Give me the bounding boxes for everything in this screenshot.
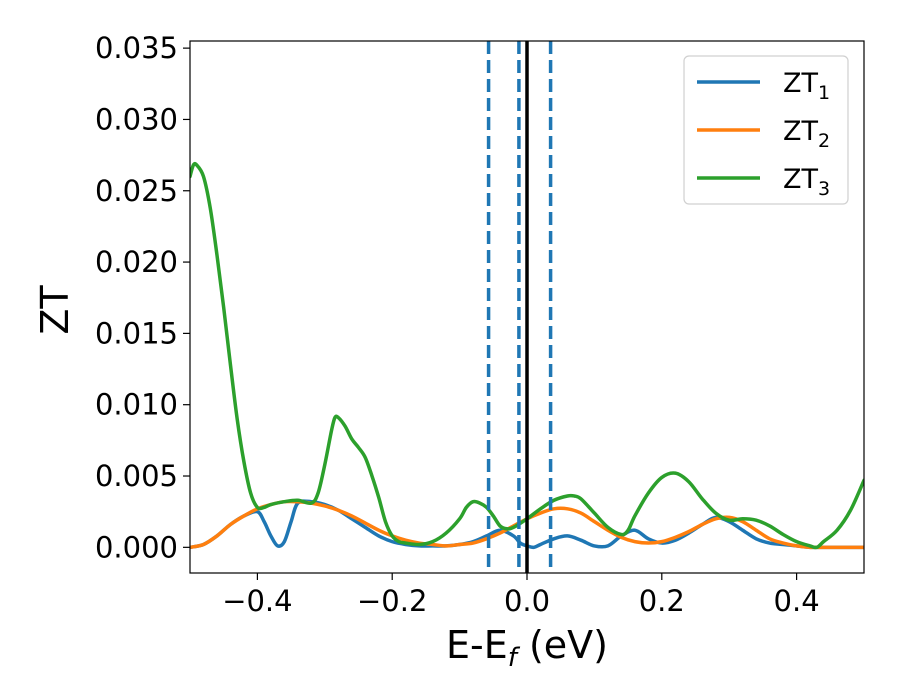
x-axis: −0.4 −0.2 0.0 0.2 0.4 [222,573,820,618]
y-axis-label: ZT [33,285,77,335]
legend: ZT1 ZT2 ZT3 [683,55,849,205]
x-tick-label: −0.2 [357,584,427,618]
x-tick-label: 0.4 [774,584,820,618]
x-axis-label: E-Ef (eV) [446,623,608,673]
y-tick-label: 0.025 [95,174,178,208]
legend-label-zt1: ZT1 [783,68,830,104]
y-tick-label: 0.015 [95,316,178,350]
series-layer [190,41,864,573]
legend-label-zt2: ZT2 [783,116,830,152]
x-tick-label: 0.2 [639,584,685,618]
y-tick-label: 0.030 [95,102,178,136]
x-tick-label: 0.0 [504,584,550,618]
y-tick-label: 0.035 [95,31,178,65]
x-axis-label-main: E-E [446,623,508,667]
y-tick-label: 0.005 [95,459,178,493]
legend-box [683,55,849,205]
y-tick-label: 0.010 [95,388,178,422]
series-line-zt3 [190,161,864,550]
x-tick-label: −0.4 [222,584,292,618]
y-axis: 0.000 0.005 0.010 0.015 0.020 0.025 0.030 0.035 [95,31,190,564]
x-axis-label-suffix: (eV) [517,623,608,667]
y-tick-label: 0.020 [95,245,178,279]
y-tick-label: 0.000 [95,530,178,564]
legend-label-zt3: ZT3 [783,164,830,200]
